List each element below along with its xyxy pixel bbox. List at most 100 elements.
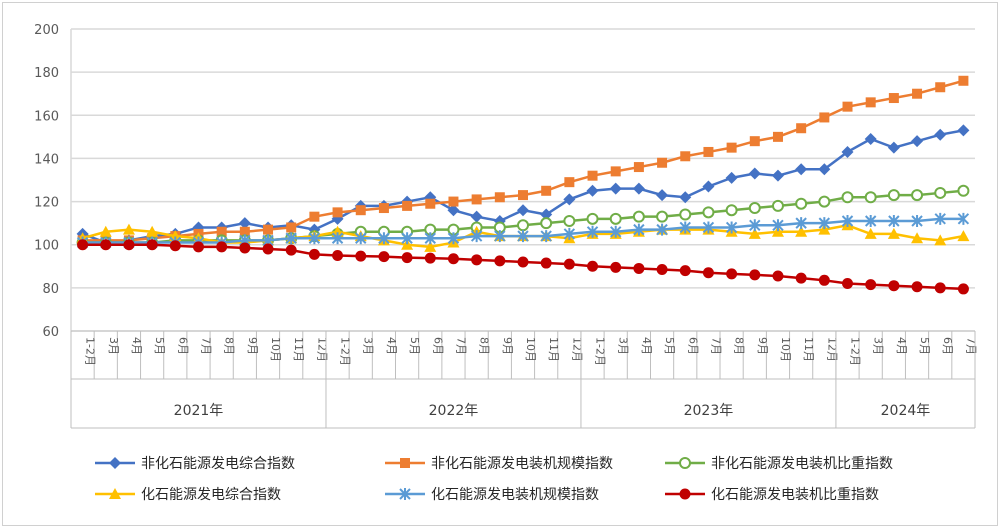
data-point [771, 169, 784, 182]
data-point [888, 280, 900, 292]
data-point [470, 230, 483, 243]
data-point [238, 217, 251, 230]
legend-label: 非化石能源发电装机规模指数 [431, 456, 613, 472]
data-point [378, 232, 390, 245]
data-point [934, 234, 947, 246]
x-category-label: 4月 [385, 337, 398, 355]
data-point [609, 212, 622, 225]
data-point [656, 189, 669, 202]
data-point [818, 274, 830, 286]
data-point [285, 232, 297, 245]
x-category-label: 9月 [501, 337, 514, 355]
data-point [632, 210, 645, 223]
data-point [540, 230, 552, 243]
data-point [146, 225, 159, 237]
data-point [564, 177, 575, 188]
data-point [888, 93, 899, 104]
x-category-label: 7月 [709, 337, 722, 355]
legend-label: 非化石能源发电综合指数 [141, 456, 295, 472]
data-point [702, 221, 715, 234]
data-point [957, 124, 970, 137]
legend-label: 化石能源发电装机比重指数 [711, 487, 879, 503]
data-point [679, 191, 692, 204]
data-point [378, 251, 390, 263]
data-point [795, 163, 808, 176]
y-tick-label: 120 [34, 196, 59, 211]
data-point [725, 171, 738, 184]
data-point [842, 101, 853, 112]
data-point [610, 166, 621, 177]
data-point [216, 226, 227, 237]
data-point [424, 240, 437, 252]
legend-marker [109, 488, 121, 499]
data-point [517, 256, 529, 268]
x-category-label: 1-2月 [84, 337, 97, 366]
data-point [332, 207, 343, 218]
x-group-label: 2022年 [429, 403, 479, 419]
x-category-label: 7月 [199, 337, 212, 355]
data-point [540, 257, 552, 269]
data-point [239, 226, 250, 237]
data-point [818, 195, 831, 208]
data-point [934, 186, 947, 199]
y-tick-label: 140 [34, 152, 59, 167]
data-point [609, 182, 622, 195]
data-point [772, 270, 784, 282]
x-category-label: 8月 [478, 337, 491, 355]
data-point [633, 162, 644, 173]
series-4 [76, 212, 970, 249]
data-point [331, 232, 344, 245]
data-point [586, 212, 599, 225]
x-category-label: 10月 [269, 337, 282, 362]
data-point [563, 214, 576, 227]
x-category-label: 12月 [570, 337, 583, 362]
data-point [424, 252, 436, 264]
data-point [424, 232, 436, 245]
data-point [795, 272, 807, 284]
x-category-label: 11月 [802, 337, 815, 362]
data-point [795, 217, 807, 230]
data-point [262, 243, 274, 255]
data-point [888, 214, 900, 227]
data-point [586, 184, 599, 197]
data-point [818, 163, 831, 176]
data-point [355, 205, 366, 216]
data-point [934, 128, 947, 141]
data-point [703, 146, 714, 157]
data-point [471, 254, 483, 266]
legend-item: 化石能源发电综合指数 [95, 487, 281, 503]
data-point [216, 241, 228, 253]
legend-marker [399, 488, 411, 500]
x-category-label: 6月 [431, 337, 444, 355]
x-category-label: 6月 [941, 337, 954, 355]
x-group-label: 2023年 [684, 403, 734, 419]
data-point [934, 282, 946, 294]
x-category-label: 3月 [362, 337, 375, 355]
x-category-label: 1-2月 [594, 337, 607, 366]
data-point [541, 185, 552, 196]
data-point [935, 82, 946, 93]
data-point [402, 200, 413, 211]
x-category-label: 10月 [524, 337, 537, 362]
data-point [911, 232, 924, 244]
y-tick-label: 160 [34, 109, 59, 124]
data-point [355, 232, 367, 245]
data-point [679, 208, 692, 221]
data-point [749, 269, 761, 281]
data-point [702, 180, 715, 193]
data-point [795, 197, 808, 210]
data-point [656, 223, 668, 236]
data-point [819, 112, 830, 123]
x-category-label: 4月 [640, 337, 653, 355]
x-category-label: 11月 [292, 337, 305, 362]
data-point [912, 88, 923, 99]
data-point [586, 225, 599, 238]
data-point [401, 252, 413, 264]
x-category-label: 8月 [223, 337, 236, 355]
data-point [656, 264, 668, 276]
legend-item: 非化石能源发电装机比重指数 [665, 456, 893, 472]
data-point [99, 225, 112, 237]
data-point [518, 190, 528, 201]
data-point [679, 221, 691, 234]
